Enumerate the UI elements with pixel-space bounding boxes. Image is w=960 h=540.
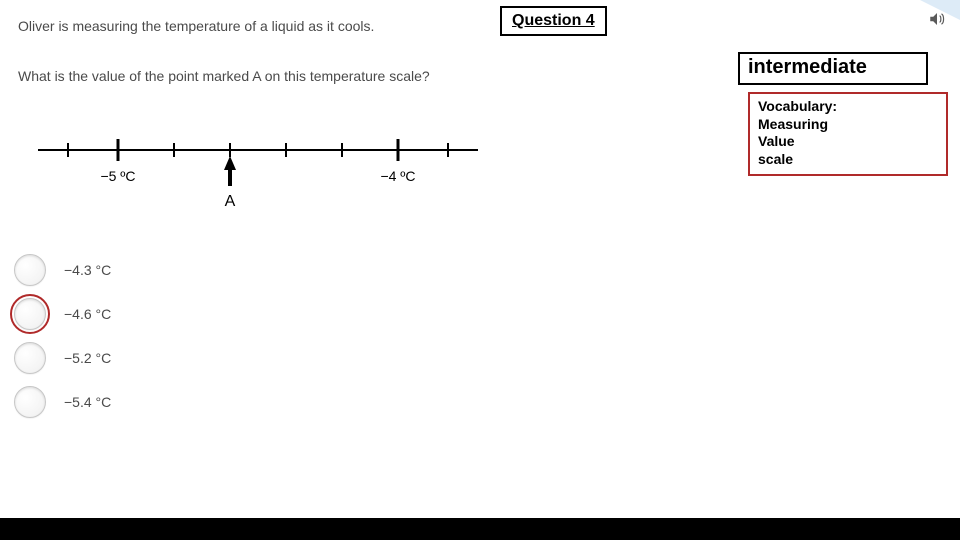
svg-text:A: A xyxy=(225,193,236,210)
radio-button[interactable] xyxy=(14,254,46,286)
option-row[interactable]: −5.2 °C xyxy=(14,336,111,380)
option-row[interactable]: −4.6 °C xyxy=(14,292,111,336)
sound-icon[interactable] xyxy=(928,10,946,28)
vocabulary-item: Measuring xyxy=(758,116,938,134)
question-number-box: Question 4 xyxy=(500,6,607,36)
svg-text:−5 ºC: −5 ºC xyxy=(100,168,135,184)
svg-text:−4 ºC: −4 ºC xyxy=(380,168,415,184)
vocabulary-item: Value xyxy=(758,133,938,151)
difficulty-label: intermediate xyxy=(748,56,867,78)
option-label: −5.2 °C xyxy=(64,350,111,366)
option-row[interactable]: −4.3 °C xyxy=(14,248,111,292)
footer-bar xyxy=(0,518,960,540)
slide: Question 4 intermediate Vocabulary: Meas… xyxy=(0,0,960,540)
option-label: −4.6 °C xyxy=(64,306,111,322)
option-label: −4.3 °C xyxy=(64,262,111,278)
vocabulary-title: Vocabulary: xyxy=(758,98,938,116)
question-number-label: Question 4 xyxy=(512,12,595,29)
radio-button[interactable] xyxy=(14,386,46,418)
question-text: What is the value of the point marked A … xyxy=(18,68,430,84)
vocabulary-box: Vocabulary: Measuring Value scale xyxy=(748,92,948,176)
radio-button[interactable] xyxy=(14,342,46,374)
temperature-scale: −5 ºC −4 ºC A xyxy=(28,120,488,220)
intro-text: Oliver is measuring the temperature of a… xyxy=(18,18,374,34)
radio-button[interactable] xyxy=(14,298,46,330)
vocabulary-item: scale xyxy=(758,151,938,169)
options-group: −4.3 °C −4.6 °C −5.2 °C −5.4 °C xyxy=(14,248,111,424)
option-row[interactable]: −5.4 °C xyxy=(14,380,111,424)
difficulty-box: intermediate xyxy=(738,52,928,85)
option-label: −5.4 °C xyxy=(64,394,111,410)
